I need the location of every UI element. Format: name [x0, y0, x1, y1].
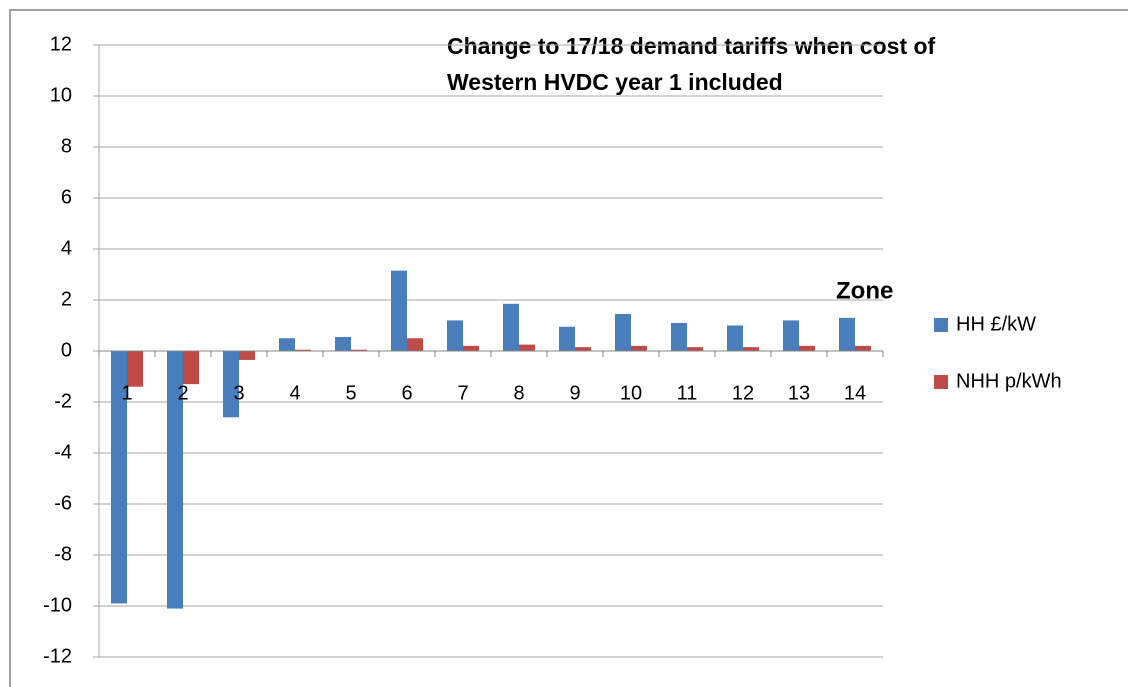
- bar: [463, 345, 479, 351]
- legend-swatch: [934, 318, 948, 332]
- bar: [111, 351, 127, 604]
- legend-label: NHH p/kWh: [956, 370, 1062, 392]
- x-tick-label: 1: [121, 382, 132, 404]
- bar: [183, 351, 199, 385]
- bar: [295, 349, 311, 351]
- legend-swatch: [934, 375, 948, 389]
- x-tick-label: 3: [233, 382, 244, 404]
- bar: [519, 344, 535, 351]
- x-tick-label: 11: [677, 382, 698, 404]
- bar: [559, 326, 575, 351]
- y-tick-label: 2: [61, 288, 72, 310]
- bar: [615, 314, 631, 351]
- bar: [127, 351, 143, 387]
- chart-title: Change to 17/18 demand tariffs when cost…: [447, 33, 936, 59]
- y-tick-label: 0: [61, 339, 72, 361]
- y-tick-label: -2: [54, 390, 72, 412]
- bar: [351, 349, 367, 351]
- y-tick-label: -12: [43, 645, 72, 667]
- x-tick-label: 14: [844, 382, 866, 404]
- bar: [839, 317, 855, 351]
- bar: [335, 336, 351, 351]
- y-tick-label: -10: [43, 594, 72, 616]
- bar: [407, 338, 423, 351]
- bar: [503, 303, 519, 351]
- bar: [279, 338, 295, 351]
- bar: [167, 351, 183, 609]
- x-tick-label: 13: [788, 382, 810, 404]
- x-tick-label: 7: [457, 382, 468, 404]
- x-tick-label: 2: [177, 382, 188, 404]
- bar: [631, 345, 647, 351]
- bar: [855, 345, 871, 351]
- bar: [239, 351, 255, 360]
- y-tick-label: -8: [54, 543, 72, 565]
- y-tick-label: 8: [61, 135, 72, 157]
- x-tick-label: 9: [569, 382, 580, 404]
- bar: [799, 345, 815, 351]
- bar: [743, 347, 759, 351]
- bar: [223, 351, 239, 418]
- bar: [671, 322, 687, 351]
- frame: [9, 9, 1128, 687]
- y-tick-label: 10: [50, 84, 72, 106]
- bar: [575, 347, 591, 351]
- x-tick-label: 8: [513, 382, 524, 404]
- y-tick-label: -6: [54, 492, 72, 514]
- x-tick-label: 6: [401, 382, 412, 404]
- y-tick-label: -4: [54, 441, 72, 463]
- bar: [727, 325, 743, 351]
- bar: [391, 270, 407, 351]
- y-tick-label: 4: [61, 237, 72, 259]
- bar: [687, 347, 703, 351]
- y-tick-label: 6: [61, 186, 72, 208]
- chart-title: Western HVDC year 1 included: [447, 69, 783, 95]
- legend-label: HH £/kW: [956, 313, 1036, 335]
- x-tick-label: 4: [289, 382, 300, 404]
- bar: [447, 320, 463, 351]
- x-tick-label: 10: [620, 382, 642, 404]
- x-tick-label: 5: [345, 382, 356, 404]
- y-tick-label: 12: [50, 33, 72, 55]
- x-tick-label: 12: [732, 382, 754, 404]
- bar: [783, 320, 799, 351]
